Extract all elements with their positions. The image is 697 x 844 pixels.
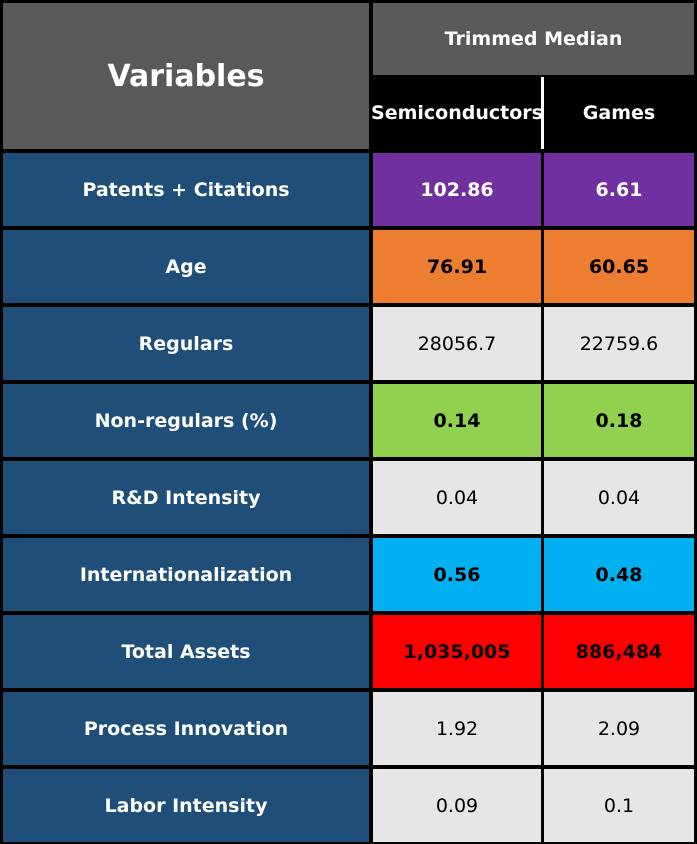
- variables-header: Variables: [3, 3, 369, 149]
- row-label-internationalization: Internationalization: [3, 538, 369, 611]
- value-cell-labor-intensity-games: 0.1: [544, 769, 694, 842]
- value-cell-patents-citations-games: 6.61: [544, 153, 694, 226]
- trimmed-median-header: Trimmed Median: [373, 3, 694, 75]
- value-cell-r-d-intensity-games: 0.04: [544, 461, 694, 534]
- row-label-process-innovation: Process Innovation: [3, 692, 369, 765]
- value-cell-non-regulars-semiconductors: 0.14: [373, 384, 541, 457]
- value-cell-age-games: 60.65: [544, 230, 694, 303]
- value-cell-process-innovation-semiconductors: 1.92: [373, 692, 541, 765]
- value-cell-internationalization-semiconductors: 0.56: [373, 538, 541, 611]
- value-cell-non-regulars-games: 0.18: [544, 384, 694, 457]
- value-cell-regulars-games: 22759.6: [544, 307, 694, 380]
- value-cell-age-semiconductors: 76.91: [373, 230, 541, 303]
- row-label-r-d-intensity: R&D Intensity: [3, 461, 369, 534]
- row-label-total-assets: Total Assets: [3, 615, 369, 688]
- column-header-semiconductors: Semiconductors: [371, 77, 543, 149]
- row-label-regulars: Regulars: [3, 307, 369, 380]
- value-cell-r-d-intensity-semiconductors: 0.04: [373, 461, 541, 534]
- column-header-games: Games: [544, 77, 694, 149]
- column-header-divider: [541, 77, 544, 149]
- value-cell-regulars-semiconductors: 28056.7: [373, 307, 541, 380]
- row-label-labor-intensity: Labor Intensity: [3, 769, 369, 842]
- value-cell-labor-intensity-semiconductors: 0.09: [373, 769, 541, 842]
- value-cell-process-innovation-games: 2.09: [544, 692, 694, 765]
- value-cell-patents-citations-semiconductors: 102.86: [373, 153, 541, 226]
- value-cell-total-assets-games: 886,484: [544, 615, 694, 688]
- row-label-non-regulars: Non-regulars (%): [3, 384, 369, 457]
- row-label-age: Age: [3, 230, 369, 303]
- value-cell-total-assets-semiconductors: 1,035,005: [373, 615, 541, 688]
- value-cell-internationalization-games: 0.48: [544, 538, 694, 611]
- row-label-patents-citations: Patents + Citations: [3, 153, 369, 226]
